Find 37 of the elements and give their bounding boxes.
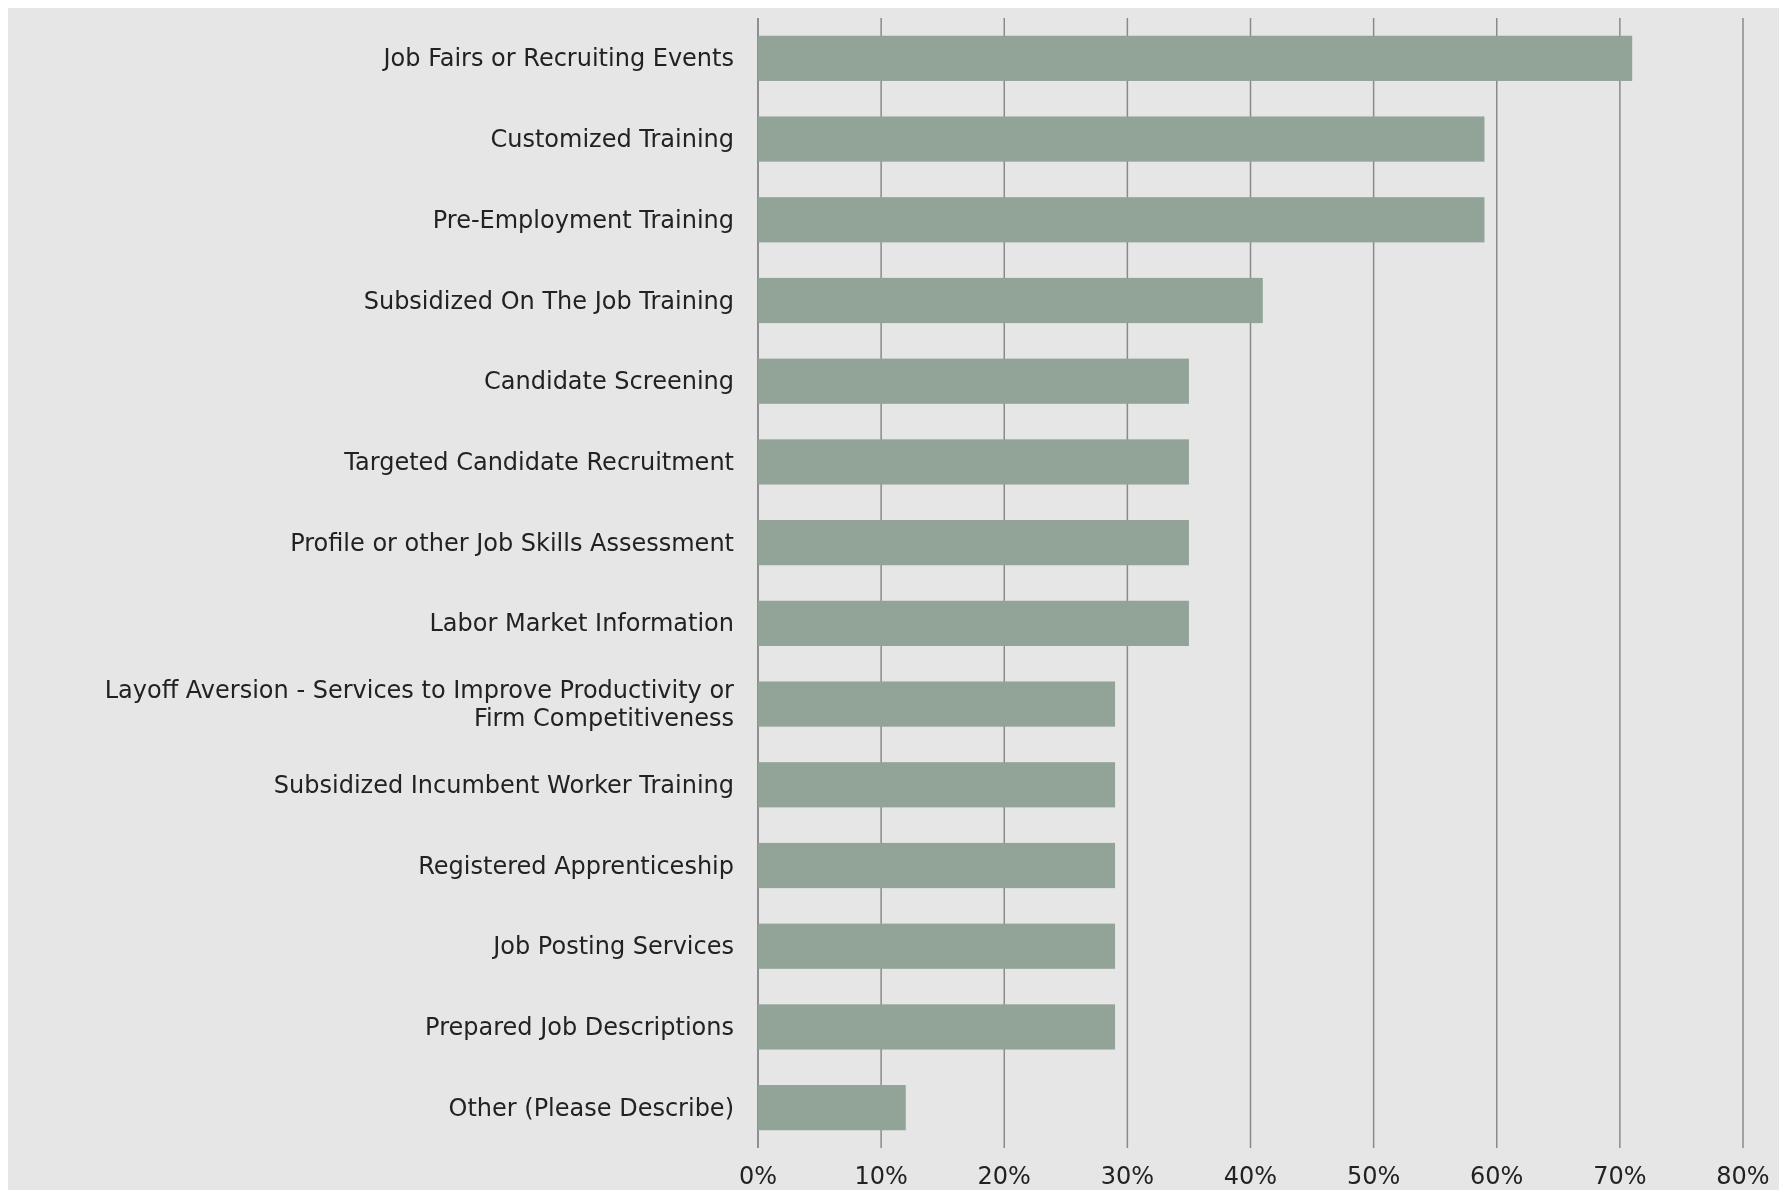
y-tick-label: Registered Apprenticeship	[418, 851, 734, 880]
bar	[758, 197, 1485, 243]
y-tick-label: Candidate Screening	[484, 367, 734, 396]
y-tick-label: Targeted Candidate Recruitment	[343, 447, 734, 476]
bar	[758, 439, 1189, 485]
x-tick-label: 0%	[738, 1162, 778, 1190]
x-tick-label: 30%	[1100, 1162, 1155, 1190]
bar	[758, 923, 1116, 969]
bar	[758, 762, 1116, 808]
x-tick-label: 40%	[1223, 1162, 1278, 1190]
bar	[758, 1004, 1116, 1050]
y-tick-label: Layoff Aversion - Services to Improve Productivity or Firm Competitiveness	[104, 675, 735, 733]
y-tick-label: Other (Please Describe)	[448, 1093, 734, 1122]
bar	[758, 358, 1189, 404]
x-tick-label: 80%	[1716, 1162, 1770, 1190]
bar	[758, 600, 1189, 646]
bar	[758, 35, 1633, 81]
y-tick-label: Subsidized Incumbent Worker Training	[273, 770, 734, 799]
bar	[758, 277, 1263, 324]
x-tick-label: 50%	[1346, 1162, 1401, 1190]
y-tick-label: Profile or other Job Skills Assessment	[290, 528, 734, 557]
y-tick-label: Customized Training	[490, 125, 734, 154]
bar	[758, 520, 1189, 566]
bar	[758, 116, 1485, 162]
x-tick-label: 10%	[854, 1162, 908, 1190]
x-tick-label: 20%	[977, 1162, 1031, 1190]
y-tick-label: Labor Market Information	[429, 609, 734, 638]
bar	[758, 1085, 906, 1131]
bar	[758, 681, 1116, 727]
y-tick-label: Subsidized On The Job Training	[363, 286, 734, 315]
x-tick-label: 60%	[1470, 1162, 1524, 1190]
y-tick-label: Job Fairs or Recruiting Events	[381, 44, 734, 73]
y-tick-label: Prepared Job Descriptions	[425, 1012, 734, 1041]
y-tick-label: Pre-Employment Training	[432, 205, 734, 234]
x-tick-label: 70%	[1593, 1162, 1647, 1190]
y-tick-label: Job Posting Services	[491, 932, 734, 961]
bar	[758, 842, 1116, 889]
